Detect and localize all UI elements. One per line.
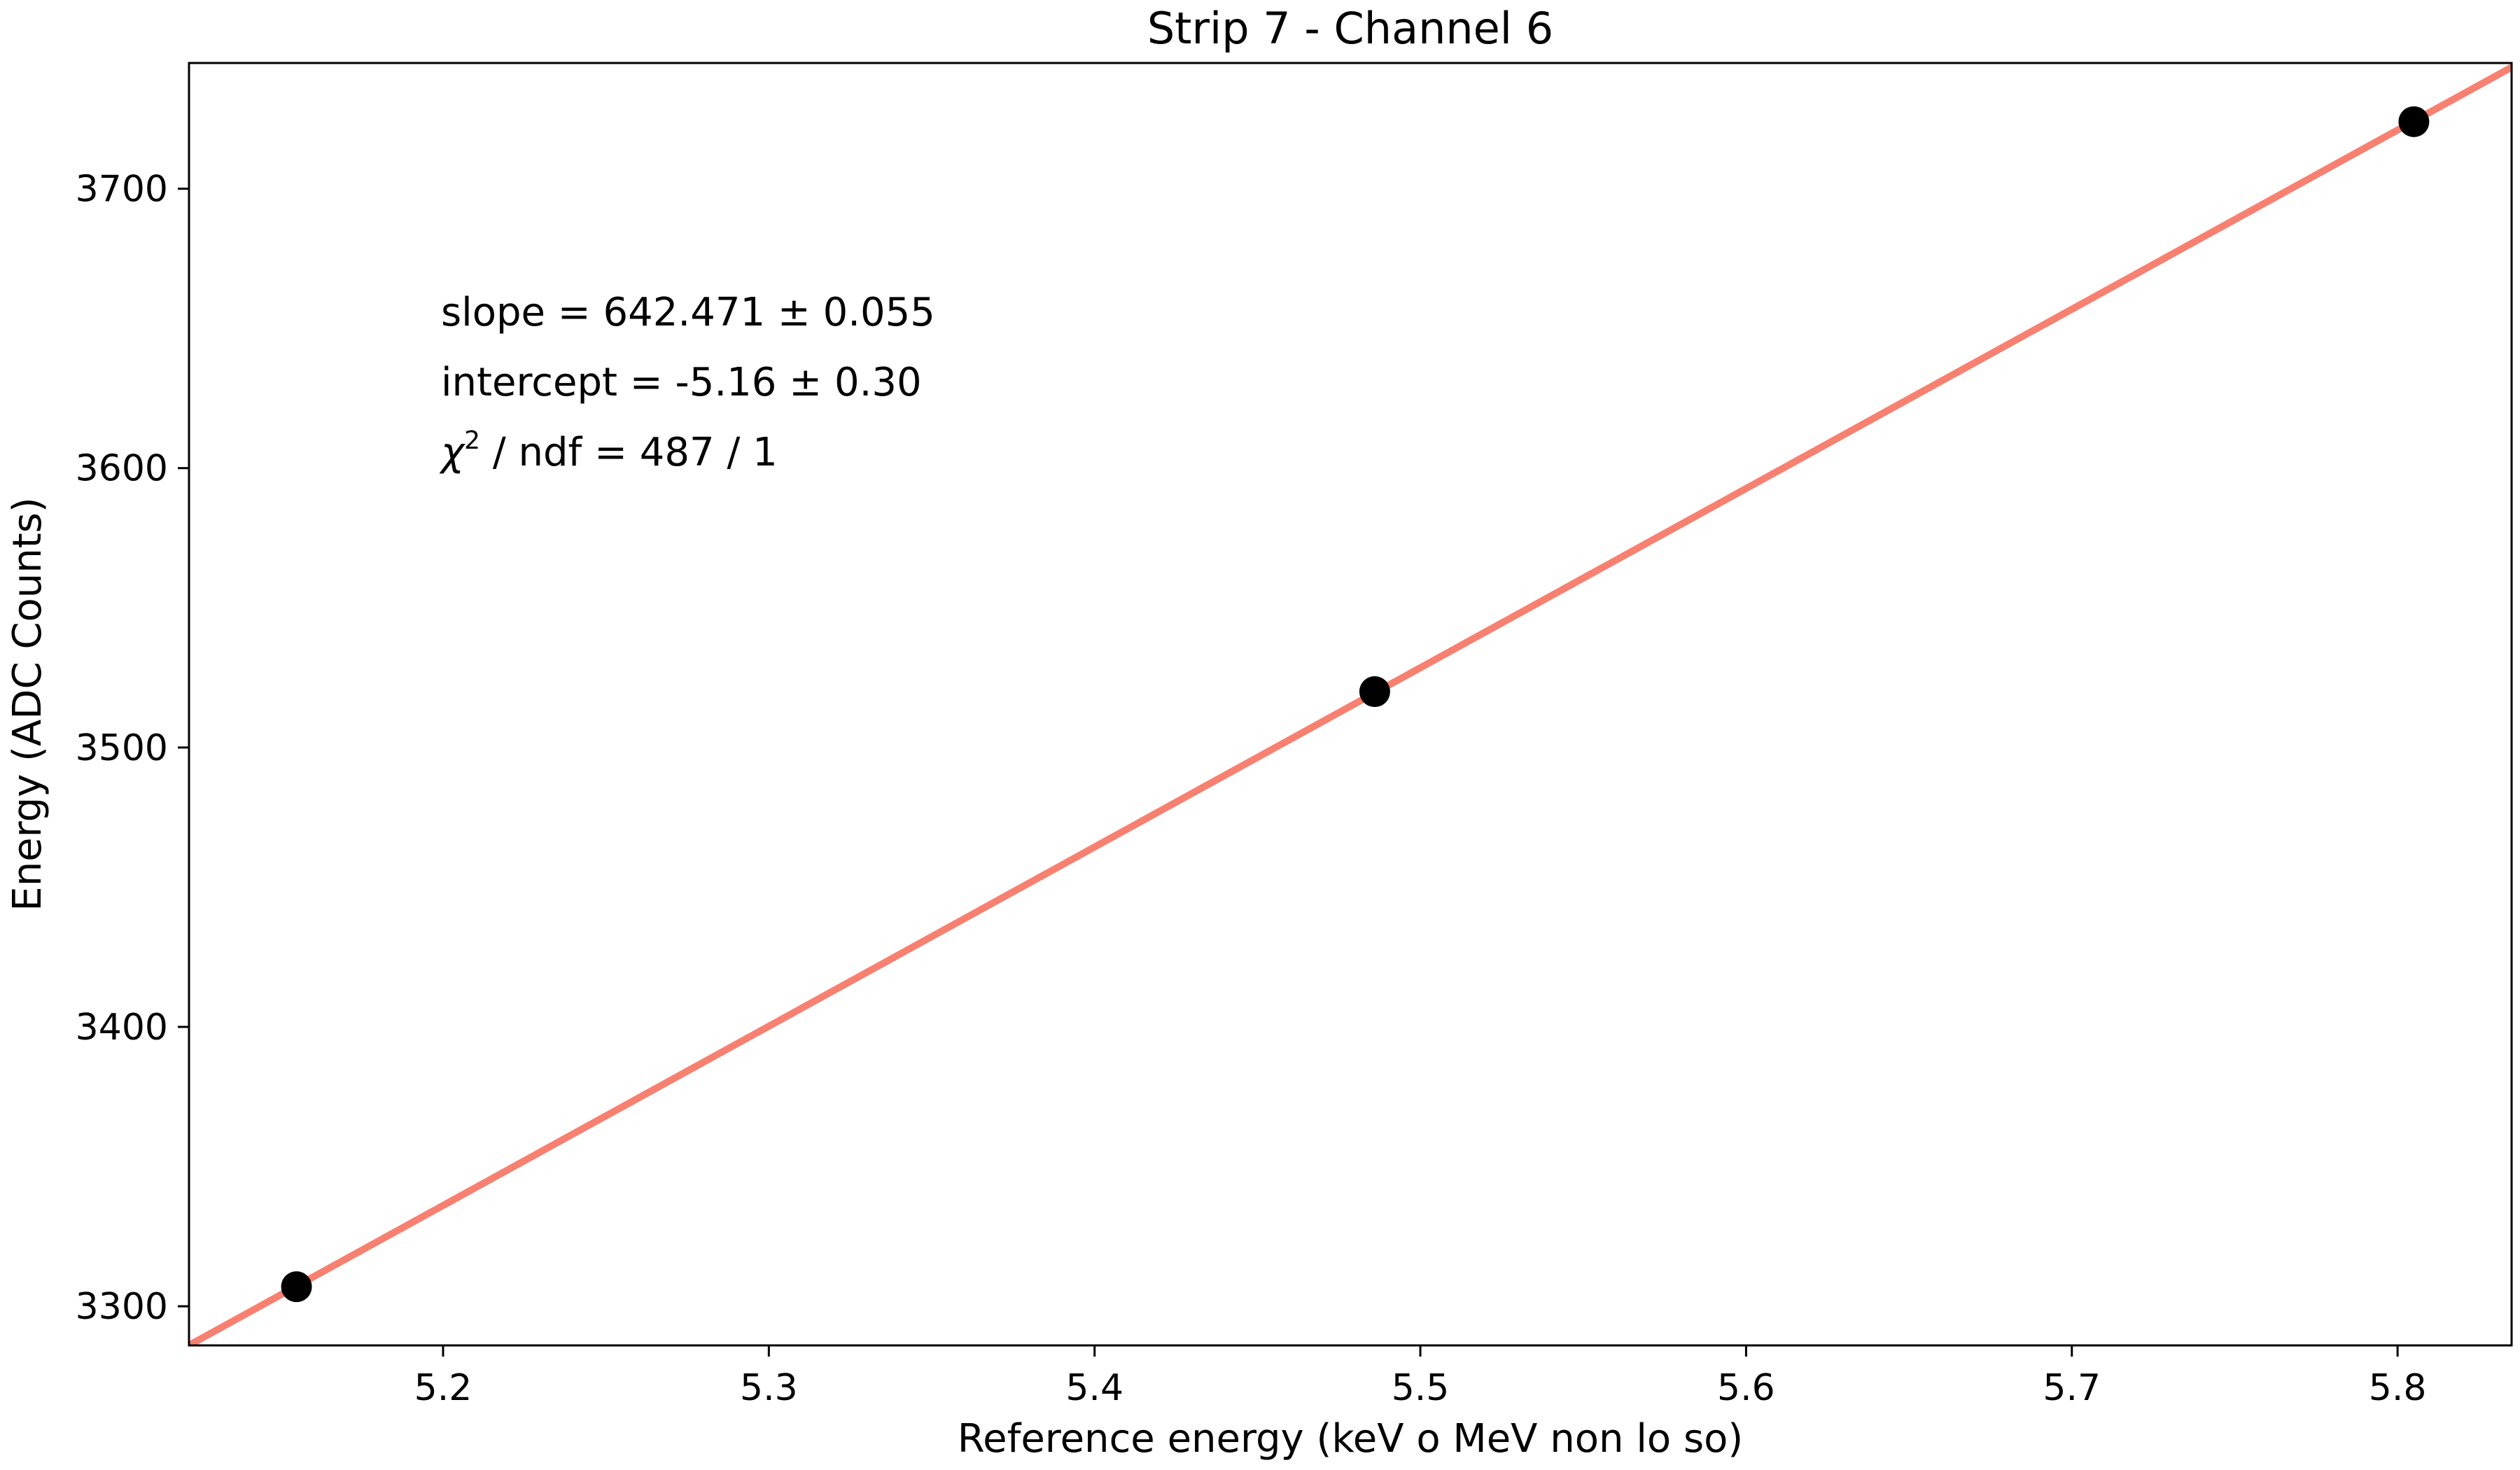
data-point — [2398, 106, 2430, 137]
x-axis-ticks: 5.2 5.3 5.4 5.5 5.6 5.7 5.8 — [414, 1345, 2427, 1409]
x-tick-label: 5.6 — [1717, 1367, 1775, 1409]
data-point — [281, 1271, 312, 1303]
y-tick-label: 3400 — [76, 1007, 168, 1049]
y-tick-label: 3700 — [76, 169, 168, 211]
chi2-annotation: χ2 / ndf = 487 / 1 — [439, 426, 778, 475]
x-tick-label: 5.8 — [2369, 1367, 2427, 1409]
chi2-superscript: 2 — [464, 426, 480, 455]
y-axis-ticks: 3300 3400 3500 3600 3700 — [76, 169, 189, 1328]
chi2-rest: / ndf = 487 / 1 — [480, 430, 778, 475]
y-axis-title: Energy (ADC Counts) — [5, 497, 50, 911]
y-tick-label: 3300 — [76, 1286, 168, 1328]
plot-frame — [188, 62, 2513, 1347]
intercept-annotation: intercept = -5.16 ± 0.30 — [441, 360, 922, 405]
x-tick-label: 5.7 — [2043, 1367, 2101, 1409]
x-axis-title: Reference energy (keV o MeV non lo so) — [958, 1416, 1743, 1462]
chart-title: Strip 7 - Channel 6 — [1147, 3, 1553, 54]
x-tick-label: 5.4 — [1065, 1367, 1124, 1409]
data-points — [281, 106, 2430, 1303]
fit-line — [189, 63, 2512, 1345]
y-tick-label: 3600 — [76, 448, 168, 490]
x-tick-label: 5.2 — [414, 1367, 472, 1409]
x-tick-label: 5.5 — [1392, 1367, 1450, 1409]
slope-annotation: slope = 642.471 ± 0.055 — [441, 290, 935, 335]
x-tick-label: 5.3 — [740, 1367, 798, 1409]
y-tick-label: 3500 — [76, 727, 168, 769]
chi2-symbol: χ — [439, 430, 465, 475]
data-point — [1359, 676, 1390, 708]
